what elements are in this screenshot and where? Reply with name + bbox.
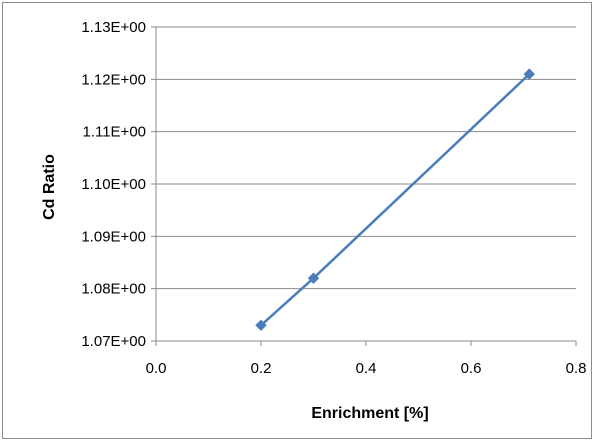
- y-tick-label: 1.13E+00: [81, 19, 146, 36]
- y-tick-label: 1.09E+00: [81, 228, 146, 245]
- x-axis-title: Enrichment [%]: [311, 405, 428, 422]
- chart-frame: [2, 2, 592, 439]
- data-point-marker: [523, 68, 535, 80]
- y-tick-label: 1.08E+00: [81, 281, 146, 298]
- y-axis-title: Cd Ratio: [41, 154, 58, 220]
- data-point-marker: [307, 272, 320, 284]
- x-tick-label: 0.0: [146, 360, 167, 377]
- x-tick-labels: 0.0 0.2 0.4 0.6 0.8: [146, 360, 587, 377]
- x-tick-label: 0.8: [566, 360, 587, 377]
- x-tick-label: 0.4: [356, 360, 377, 377]
- data-point-marker: [255, 319, 267, 332]
- axes: [151, 26, 577, 346]
- y-tick-label: 1.10E+00: [81, 176, 146, 193]
- y-tick-label: 1.12E+00: [81, 71, 146, 88]
- series-layer: [255, 68, 535, 332]
- y-tick-label: 1.11E+00: [82, 124, 146, 141]
- grid-lines: [156, 26, 576, 290]
- x-tick-label: 0.2: [251, 360, 272, 377]
- y-tick-label: 1.07E+00: [81, 333, 146, 350]
- series-line: [260, 73, 531, 327]
- x-tick-label: 0.6: [461, 360, 482, 377]
- y-tick-labels: 1.07E+00 1.08E+00 1.09E+00 1.10E+00 1.11E+00…: [81, 19, 146, 350]
